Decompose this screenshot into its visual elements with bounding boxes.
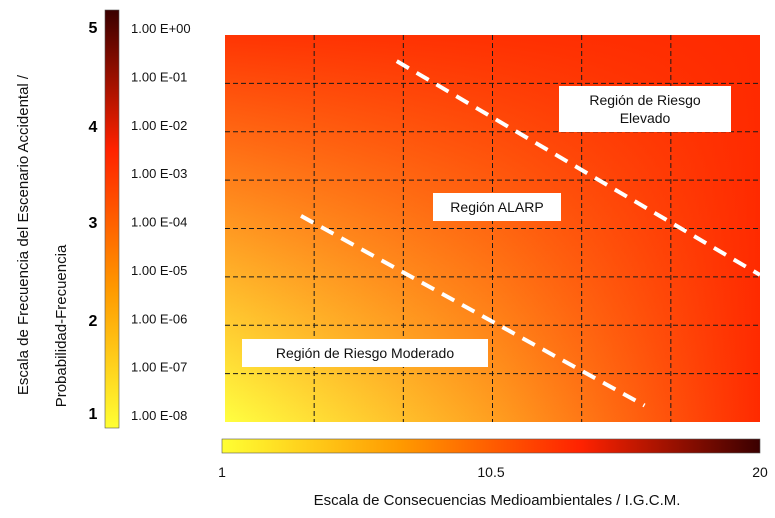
y-frequency-tick-label: 1.00 E-01: [131, 69, 187, 84]
y-axis-title-line-2: Probabilidad-Frecuencia: [53, 244, 70, 407]
y-frequency-tick-label: 1.00 E-05: [131, 263, 187, 278]
y-level-tick-label: 2: [89, 313, 98, 330]
region-labels: Región de Riesgo Elevado Región ALARP Regió…: [242, 86, 731, 367]
y-level-tick-label: 4: [89, 119, 98, 136]
region-label-box: Región de Riesgo Elevado: [559, 86, 731, 132]
y-frequency-tick-label: 1.00 E-03: [131, 166, 187, 181]
region-boundaries: [300, 59, 762, 408]
x-axis-title: Escala de Consecuencias Medioambientales…: [314, 492, 681, 509]
y-axis-title-line-1: Escala de Frecuencia del Escenario Accid…: [15, 74, 32, 395]
y-frequency-tick-label: 1.00 E-04: [131, 215, 187, 230]
region-label-background: [242, 339, 488, 367]
region-label-background: [433, 193, 561, 221]
y-frequency-tick-labels: 1.00 E+00 1.00 E-01 1.00 E-02 1.00 E-03 1.00…: [131, 21, 191, 423]
y-frequency-tick-label: 1.00 E+00: [131, 21, 191, 36]
region-label-text: Región ALARP: [450, 199, 543, 215]
y-frequency-tick-label: 1.00 E-08: [131, 408, 187, 423]
plot-area: Región de Riesgo Elevado Región ALARP Regió…: [225, 35, 762, 422]
x-tick-label: 10.5: [477, 464, 504, 480]
region-label-box: Región de Riesgo Moderado: [242, 339, 488, 367]
y-level-tick-label: 1: [89, 406, 98, 423]
region-label-text: Elevado: [620, 110, 671, 126]
x-tick-labels: 1 10.5 20: [218, 464, 768, 480]
y-frequency-tick-label: 1.00 E-02: [131, 118, 187, 133]
x-tick-label: 1: [218, 464, 226, 480]
region-label-text: Región de Riesgo: [589, 92, 701, 108]
x-tick-label: 20: [752, 464, 768, 480]
region-label-box: Región ALARP: [433, 193, 561, 221]
y-level-tick-label: 3: [89, 215, 98, 232]
y-level-tick-label: 5: [89, 20, 98, 37]
region-label-text: Región de Riesgo Moderado: [276, 345, 454, 361]
y-level-tick-labels: 1 2 3 4 5: [89, 20, 98, 423]
boundary-line-lower: [300, 214, 646, 408]
y-frequency-tick-label: 1.00 E-06: [131, 311, 187, 326]
x-colorbar: [221, 438, 761, 454]
y-frequency-tick-label: 1.00 E-07: [131, 360, 187, 375]
region-label-background: [559, 86, 731, 132]
boundary-line-upper: [395, 59, 762, 277]
y-colorbar: [104, 9, 120, 429]
